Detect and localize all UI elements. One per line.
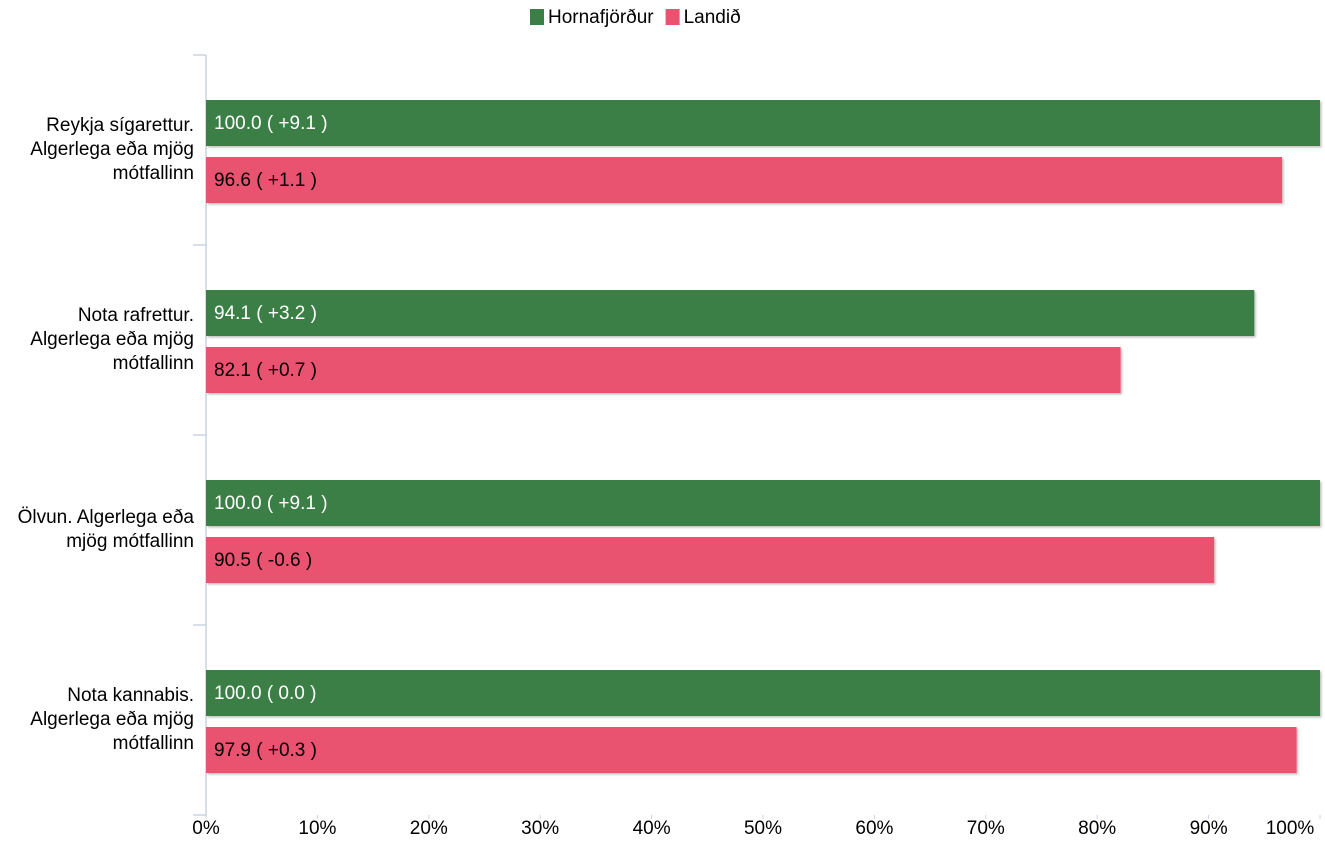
x-tick-label: 50% (744, 818, 782, 839)
bar (206, 480, 1320, 526)
bar (206, 100, 1320, 146)
x-tick-label: 0% (192, 818, 220, 839)
bar-label: 100.0 ( +9.1 ) (214, 113, 328, 134)
legend-swatch (665, 9, 680, 25)
x-tick-label: 10% (298, 818, 336, 839)
bar (206, 157, 1283, 203)
x-tick-label: 60% (855, 818, 893, 839)
x-tick-label: 30% (521, 818, 559, 839)
bar (206, 727, 1297, 773)
bar-label: 94.1 ( +3.2 ) (214, 303, 317, 324)
legend-swatch (530, 9, 544, 25)
bar-label: 97.9 ( +0.3 ) (214, 740, 317, 761)
category-label: Ölvun. Algerlega eða mjög mótfallinn (17, 507, 194, 552)
legend-label: Hornafjörður (548, 7, 654, 28)
bar-label: 90.5 ( -0.6 ) (214, 550, 312, 571)
x-tick-label: 90% (1190, 818, 1228, 839)
bar (206, 670, 1320, 716)
x-tick-label: 80% (1078, 818, 1116, 839)
bar-label: 100.0 ( 0.0 ) (214, 683, 316, 704)
bar (206, 347, 1121, 393)
x-tick-label: 20% (410, 818, 448, 839)
bar (206, 290, 1255, 336)
bar-label: 100.0 ( +9.1 ) (214, 493, 328, 514)
x-tick-label: 40% (633, 818, 671, 839)
bar-label: 96.6 ( +1.1 ) (214, 170, 317, 191)
category-label: Nota rafrettur. Algerlega eða mjög mótfa… (30, 305, 194, 374)
x-tick-label: 70% (967, 818, 1005, 839)
bar-label: 82.1 ( +0.7 ) (214, 360, 317, 381)
legend-label: Landið (684, 7, 741, 28)
bar (206, 537, 1215, 583)
x-tick-label: 100% (1266, 818, 1315, 839)
category-label: Nota kannabis. Algerlega eða mjög mótfal… (30, 685, 194, 754)
category-label: Reykja sígarettur. Algerlega eða mjög mó… (30, 115, 194, 184)
